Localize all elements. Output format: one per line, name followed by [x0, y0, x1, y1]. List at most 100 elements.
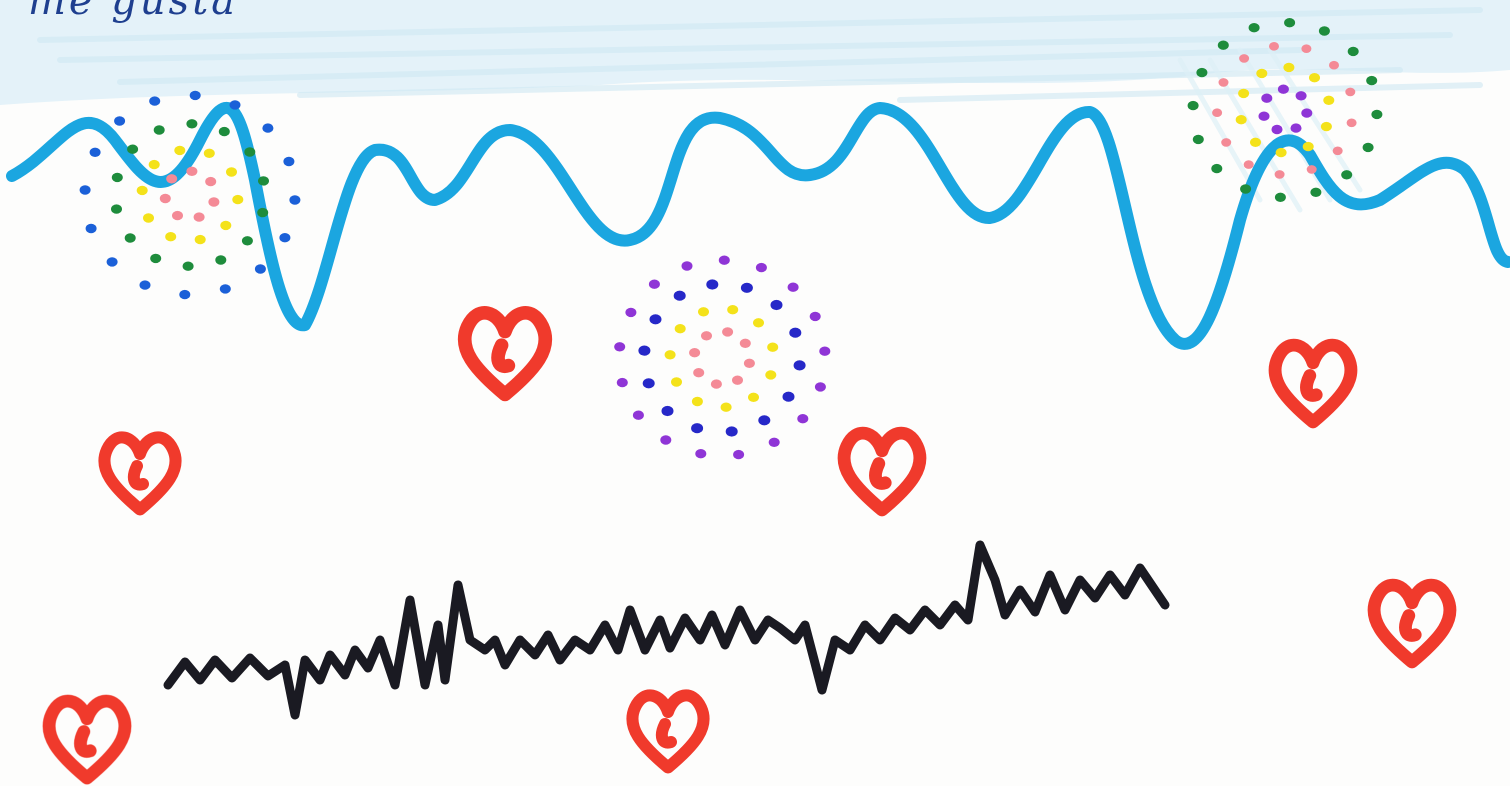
- firework-dot: [614, 342, 626, 352]
- firework-dot: [111, 204, 122, 214]
- firework-dot: [1238, 88, 1250, 99]
- heart-icon: [632, 695, 703, 767]
- firework-dot: [793, 360, 806, 371]
- firework-dot: [220, 220, 232, 231]
- firework-dot: [186, 119, 198, 129]
- firework-dot: [172, 210, 183, 221]
- firework-dot: [632, 410, 644, 420]
- firework-dot: [660, 435, 672, 445]
- firework-dot: [1196, 67, 1208, 78]
- firework-dot: [814, 382, 826, 392]
- firework-dot: [179, 289, 191, 300]
- firework-dot: [1218, 78, 1229, 87]
- heart-icon: [1374, 585, 1450, 662]
- firework-dot: [1301, 44, 1312, 53]
- firework-dot: [189, 90, 201, 101]
- firework-dot: [748, 392, 759, 402]
- firework-dot: [1346, 118, 1357, 128]
- firework-dot: [1277, 84, 1289, 94]
- firework-dot: [727, 305, 739, 315]
- firework-dot: [671, 377, 682, 387]
- firework-dot: [1248, 23, 1260, 33]
- firework-dot: [149, 96, 161, 106]
- firework-dot: [143, 213, 154, 223]
- firework-dot: [725, 426, 738, 437]
- firework-dot: [174, 145, 186, 156]
- firework-dot: [258, 176, 269, 186]
- heart-icon: [465, 313, 546, 395]
- firework-dot: [165, 232, 177, 242]
- firework-dot: [1283, 62, 1295, 73]
- firework-dot: [638, 345, 651, 356]
- firework-dot: [208, 197, 220, 207]
- firework-dot: [1274, 192, 1286, 202]
- firework-dot: [1187, 100, 1199, 111]
- firework-dot: [1345, 87, 1356, 97]
- firework-dot: [1274, 170, 1285, 179]
- firework-dot: [722, 327, 734, 337]
- firework-dot: [1212, 108, 1223, 117]
- firework-dot: [718, 255, 730, 265]
- firework-dot: [720, 402, 732, 412]
- firework-dot: [279, 233, 291, 243]
- firework-dot: [182, 261, 194, 271]
- firework-dot: [819, 346, 831, 356]
- heart-icon: [49, 701, 125, 778]
- firework-dot: [1329, 60, 1339, 70]
- firework-dot: [1192, 134, 1204, 145]
- firework-dot: [1235, 115, 1247, 125]
- heart-icon: [1275, 345, 1351, 422]
- firework-dot: [1211, 163, 1223, 174]
- firework-dot: [809, 311, 821, 322]
- firework-dot: [1320, 121, 1332, 132]
- firework-dot: [241, 236, 253, 246]
- firework-dot: [698, 307, 709, 317]
- firework-dot: [648, 279, 660, 289]
- firework-dot: [85, 223, 97, 234]
- firework-dot: [114, 116, 126, 126]
- black-zigzag-line: [163, 540, 1170, 720]
- firework-dot: [753, 318, 764, 328]
- firework-dot: [1341, 170, 1353, 180]
- firework-dot: [1323, 95, 1335, 106]
- firework-dots-right: [1187, 18, 1383, 202]
- firework-dot: [758, 415, 771, 426]
- firework-dot: [1269, 42, 1279, 51]
- firework-dot: [166, 174, 178, 184]
- blue-wave-line: [6, 101, 1510, 350]
- firework-dot: [1221, 138, 1232, 147]
- firework-dot: [244, 147, 256, 157]
- firework-dot: [789, 327, 802, 338]
- firework-dot: [1302, 141, 1314, 152]
- firework-dot: [150, 253, 162, 264]
- firework-dot: [642, 378, 655, 389]
- firework-dot: [767, 342, 779, 352]
- firework-dot: [203, 148, 215, 158]
- firework-dot: [148, 159, 160, 170]
- firework-dot: [262, 123, 274, 133]
- firework-dot: [1310, 187, 1322, 197]
- firework-dot: [218, 126, 230, 137]
- firework-dot: [787, 282, 799, 292]
- firework-dot: [193, 212, 205, 222]
- firework-dot: [1366, 75, 1378, 86]
- firework-dot: [740, 282, 753, 293]
- heart-icon: [104, 437, 175, 509]
- firework-dot: [706, 279, 719, 290]
- handwritten-text: me gusta: [28, 0, 239, 24]
- firework-dot: [186, 166, 198, 176]
- firework-dot: [768, 437, 780, 447]
- firework-dot: [1284, 18, 1296, 28]
- firework-dot: [673, 290, 686, 301]
- firework-dot: [254, 264, 266, 274]
- firework-dot: [159, 193, 171, 204]
- firework-dot: [1306, 165, 1317, 174]
- firework-dot: [674, 324, 686, 334]
- firework-dot: [79, 185, 91, 195]
- firework-dot: [1309, 73, 1320, 83]
- firework-dots-left: [79, 90, 301, 300]
- heart-icon: [844, 433, 920, 510]
- firework-dot: [1290, 123, 1302, 133]
- crayon-sky: [0, 0, 1510, 213]
